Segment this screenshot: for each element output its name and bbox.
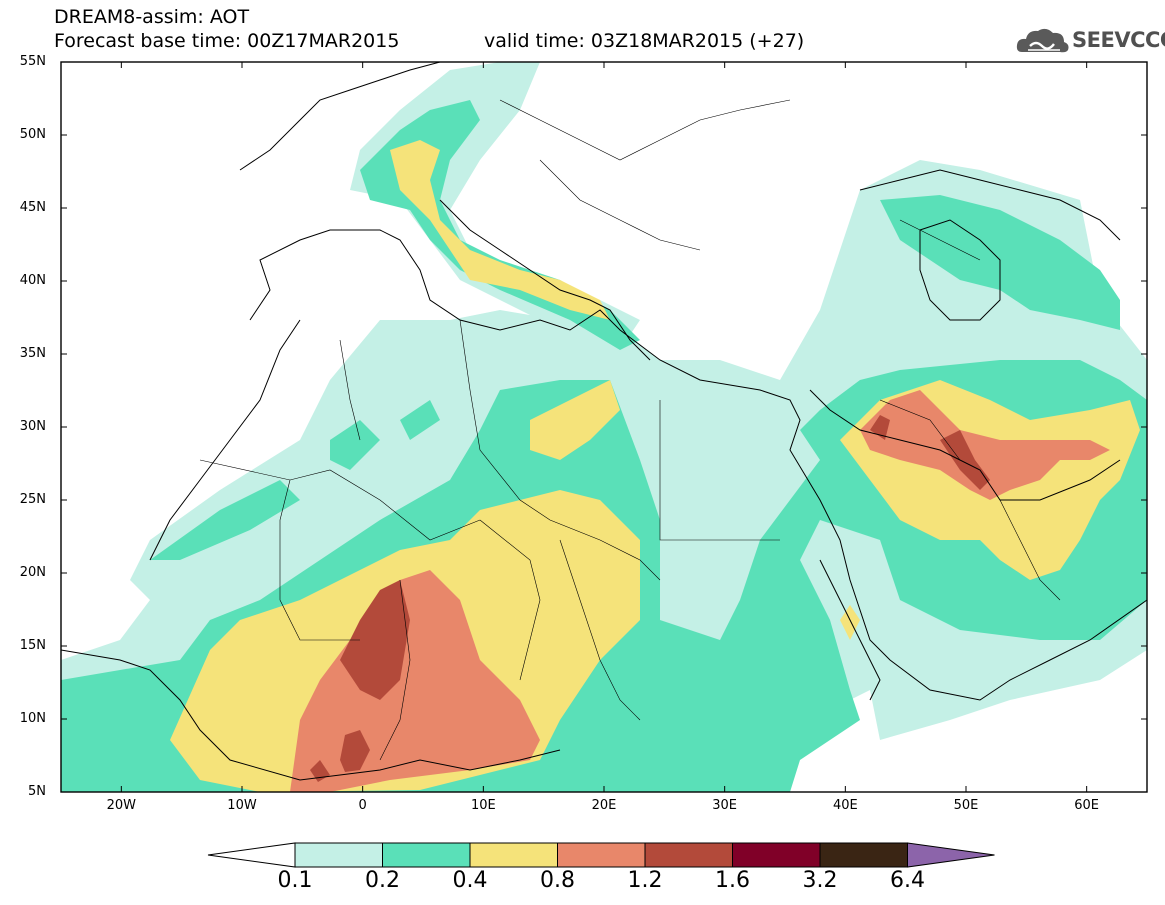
colorbar-label: 0.4 — [452, 868, 488, 893]
axis-ticks — [61, 61, 1147, 793]
colorbar-arrow-high — [907, 842, 995, 868]
country-borders — [199, 99, 1061, 761]
colorbar-arrow-low — [207, 842, 296, 868]
cloud-icon — [1016, 28, 1069, 53]
lon-label: 10W — [227, 798, 257, 813]
colorbar-segment — [469, 842, 558, 868]
colorbar-label: 0.2 — [365, 868, 400, 893]
lat-label: 10N — [19, 711, 46, 726]
colorbar — [207, 842, 995, 868]
colorbar-label: 6.4 — [890, 868, 925, 893]
colorbar-segment — [644, 842, 733, 868]
lat-label: 20N — [19, 565, 46, 580]
lon-label: 0 — [358, 798, 367, 813]
aot-shading — [61, 62, 1147, 792]
lon-label: 60E — [1074, 798, 1100, 813]
lat-label: 25N — [19, 492, 46, 507]
colorbar-segment — [732, 842, 821, 868]
lat-label: 45N — [19, 200, 46, 215]
colorbar-segment — [819, 842, 908, 868]
forecast-base-time: Forecast base time: 00Z17MAR2015 — [54, 30, 400, 52]
colorbar-label: 0.8 — [540, 868, 575, 893]
lon-label: 10E — [470, 798, 496, 813]
colorbar-label: 3.2 — [802, 868, 838, 893]
colorbar-segment — [294, 842, 383, 868]
colorbar-label: 1.2 — [627, 868, 663, 893]
lat-label: 5N — [28, 784, 46, 799]
lat-label: 35N — [19, 346, 46, 361]
lon-label: 40E — [832, 798, 858, 813]
lat-label: 40N — [19, 273, 46, 288]
colorbar-segment — [382, 842, 471, 868]
lat-label: 55N — [19, 54, 46, 69]
valid-time: valid time: 03Z18MAR2015 (+27) — [484, 30, 805, 52]
lat-label: 50N — [19, 127, 46, 142]
lon-label: 30E — [712, 798, 738, 813]
colorbar-segment — [557, 842, 646, 868]
lon-label: 20W — [106, 798, 137, 813]
coastlines — [61, 62, 1147, 781]
lon-label: 20E — [591, 798, 617, 813]
seevccc-logo: SEEVCCC — [1016, 24, 1165, 58]
lon-label: 50E — [953, 798, 979, 813]
colorbar-label: 0.1 — [277, 868, 313, 893]
lat-label: 30N — [19, 419, 46, 434]
colorbar-label: 1.6 — [715, 868, 750, 893]
lat-label: 15N — [19, 638, 46, 653]
logo-text: SEEVCCC — [1072, 28, 1165, 52]
chart-title: DREAM8-assim: AOT — [54, 6, 250, 28]
